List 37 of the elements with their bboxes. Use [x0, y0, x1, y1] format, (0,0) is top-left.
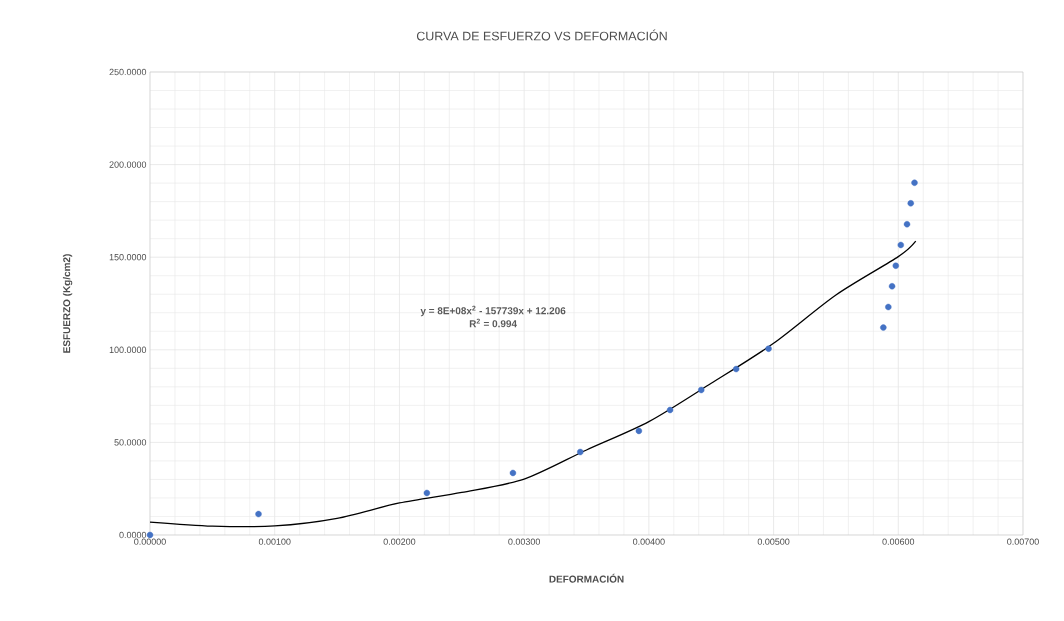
x-tick-label: 0.00100: [258, 538, 291, 545]
y-tick-label: 50.0000: [114, 439, 147, 446]
line-series: [149, 240, 917, 528]
x-tick-label: 0.00600: [882, 538, 915, 545]
x-tick-label: 0.00200: [383, 538, 416, 545]
point: [255, 510, 262, 518]
y-tick-label: 250.0000: [109, 68, 147, 76]
x-axis-title: DEFORMACIÓN: [549, 573, 624, 583]
y-tick-label: 0.0000: [119, 531, 147, 539]
point: [635, 427, 643, 435]
y-tick-label: 100.0000: [109, 346, 147, 353]
point: [732, 365, 740, 373]
point: [698, 386, 705, 394]
chart-title: CURVA DE ESFUERZO VS DEFORMACIÓN: [416, 29, 667, 41]
x-tick-label: 0.00700: [1007, 538, 1039, 545]
point: [666, 406, 674, 414]
point: [907, 200, 914, 207]
point: [903, 221, 911, 228]
point: [892, 262, 899, 269]
x-tick-label: 0.00500: [757, 538, 790, 545]
y-axis-title: ESFUERZO (Kg/cm2): [62, 254, 73, 353]
y-tick-label: 200.0000: [109, 161, 147, 168]
x-tick-label: 0.00000: [134, 538, 166, 545]
point: [509, 469, 517, 477]
point: [897, 241, 904, 249]
annotation: R$^{2}$ = 0.994: [469, 318, 517, 328]
point: [423, 489, 431, 497]
x-tick-label: 0.00400: [633, 538, 665, 545]
x-tick-label: 0.00300: [508, 538, 540, 545]
y-tick-label: 150.0000: [109, 254, 147, 261]
point: [765, 345, 772, 352]
point: [577, 448, 584, 456]
point: [880, 324, 887, 331]
point: [885, 303, 892, 311]
point: [911, 179, 918, 186]
annotation: y = 8E+08x$^{2}$ - 157739x + 12.206: [420, 305, 566, 317]
point: [888, 283, 896, 290]
